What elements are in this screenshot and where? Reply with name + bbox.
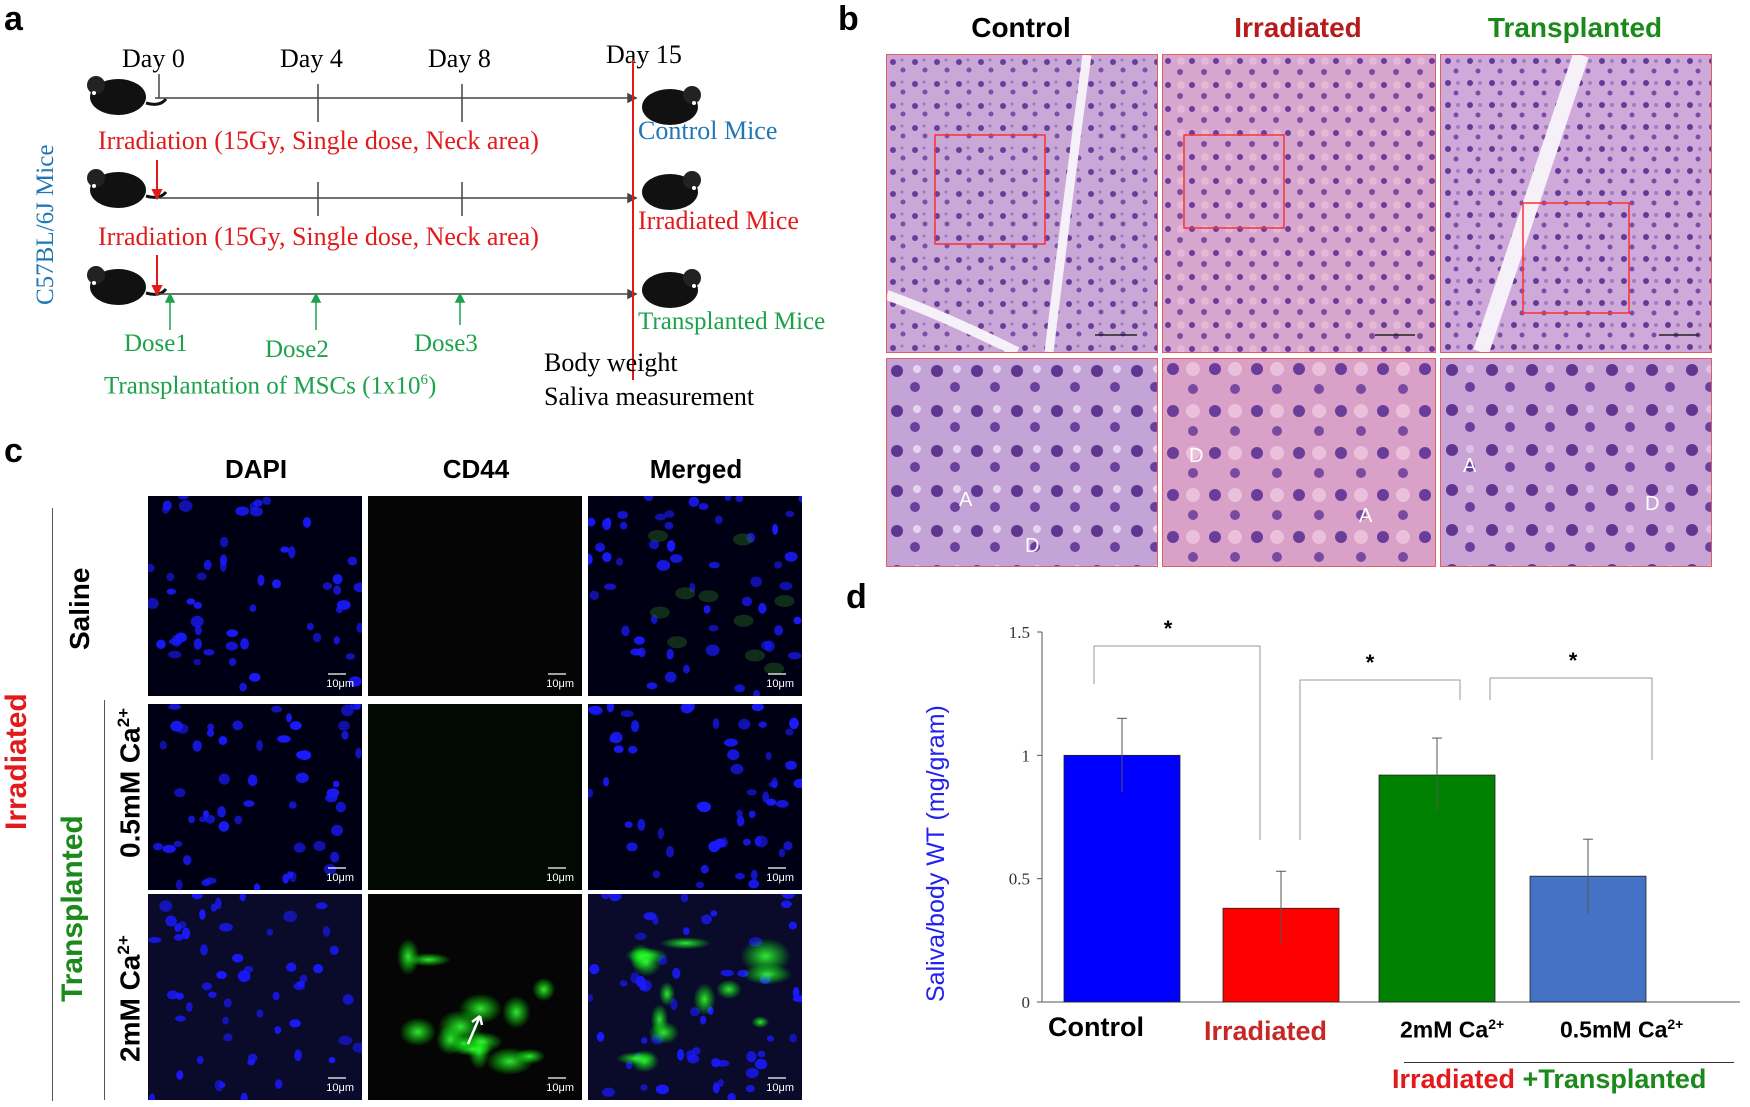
panel-label-c: c [4, 432, 23, 470]
significance-bracket [1489, 677, 1653, 760]
histology-title-transplanted: Transplanted [1487, 12, 1663, 43]
histology-image-transplanted [1440, 54, 1712, 353]
y-tick-label: 1.5 [1009, 623, 1030, 642]
mouse-icon [642, 269, 701, 308]
timeline-diagram [87, 60, 701, 380]
histology-title-control: Control [971, 12, 1071, 43]
arrow-icon [466, 1015, 484, 1045]
group-irradiated-mice: Irradiated Mice [638, 206, 799, 235]
y-tick-label: 1 [1022, 746, 1031, 765]
significance-star: * [1164, 616, 1173, 641]
micrograph-cd44-saline: 10μm [368, 496, 582, 696]
micrograph-cd44-2mm: 10μm [368, 894, 582, 1100]
scale-bar-label: 10μm [326, 1082, 354, 1094]
day-0-label: Day 0 [122, 44, 185, 73]
micrograph-dapi-2mm: 10μm [148, 894, 362, 1100]
acinar-label: A [1359, 505, 1373, 527]
micrograph-merged-2mm: 10μm [588, 894, 802, 1100]
x-tick-label: Irradiated [1204, 1016, 1328, 1046]
duct-label: D [1645, 493, 1660, 515]
bracket-line [52, 508, 53, 1101]
panel-label-a: a [4, 0, 23, 38]
bracket-line [104, 700, 105, 1100]
dose-1-label: Dose1 [124, 330, 188, 357]
day-4-label: Day 4 [280, 44, 343, 73]
scale-bar-label: 10μm [546, 678, 574, 690]
group-underline [1404, 1062, 1734, 1063]
significance-star: * [1569, 648, 1578, 673]
column-cd44: CD44 [442, 454, 510, 484]
column-dapi: DAPI [224, 454, 288, 484]
x-tick-label: Control [1048, 1012, 1144, 1042]
outcome-body-weight: Body weight [544, 348, 678, 377]
significance-star: * [1366, 650, 1375, 675]
x-tick-label: 2mM Ca2+ [1400, 1016, 1505, 1043]
histology-zoom-transplanted: A D [1440, 358, 1712, 567]
duct-label: D [1025, 535, 1040, 557]
saliva-bar-chart: 0 0.5 1 1.5 * * * [1009, 616, 1740, 1010]
column-merged: Merged [649, 454, 743, 484]
y-tick-label: 0 [1022, 993, 1031, 1010]
bar-2mm-ca [1378, 774, 1496, 1003]
panel-label-b: b [838, 0, 859, 38]
histology-zoom-control: A D [886, 358, 1158, 567]
scale-bar-label: 10μm [766, 1082, 794, 1094]
mouse-icon [87, 266, 168, 305]
histology-image-irradiated [1162, 54, 1436, 353]
x-tick-label: 0.5mM Ca2+ [1560, 1016, 1684, 1043]
panel-label-d: d [846, 578, 867, 616]
scale-bar-label: 10μm [546, 1082, 574, 1094]
histology-title-irradiated: Irradiated [1234, 12, 1362, 43]
mouse-icon [642, 171, 701, 210]
group-transplanted-mice: Transplanted Mice [638, 308, 826, 335]
outcome-saliva: Saliva measurement [544, 382, 755, 411]
micrograph-merged-0-5mm: 10μm [588, 704, 802, 890]
histology-image-control [886, 54, 1158, 353]
significance-bracket [1299, 679, 1461, 840]
significance-bracket [1093, 645, 1261, 840]
day-8-label: Day 8 [428, 44, 491, 73]
mouse-icon [87, 76, 168, 115]
micrograph-cd44-0-5mm: 10μm [368, 704, 582, 890]
day-15-label: Day 15 [606, 40, 682, 69]
scale-bar-label: 10μm [326, 678, 354, 690]
acinar-label: A [1463, 455, 1477, 477]
bar-control [1063, 754, 1181, 1003]
transplantation-label: Transplantation of MSCs (1x106) [104, 372, 437, 400]
mouse-icon [642, 86, 701, 125]
micrograph-dapi-saline: 10μm [148, 496, 362, 696]
irradiation-label-2: Irradiation (15Gy, Single dose, Neck are… [98, 222, 539, 251]
group-control-mice: Control Mice [638, 116, 778, 145]
acinar-label: A [959, 489, 973, 511]
scale-bar-label: 10μm [766, 872, 794, 884]
dose-3-label: Dose3 [414, 330, 478, 357]
histology-zoom-irradiated: D A [1162, 358, 1436, 567]
micrograph-merged-saline: 10μm [588, 496, 802, 696]
scale-bar-label: 10μm [326, 872, 354, 884]
group-label: Irradiated +Transplanted [1392, 1064, 1707, 1094]
duct-label: D [1189, 445, 1204, 467]
micrograph-dapi-0-5mm: 10μm [148, 704, 362, 890]
scale-bar-label: 10μm [546, 872, 574, 884]
mouse-icon [87, 169, 168, 208]
irradiation-label-1: Irradiation (15Gy, Single dose, Neck are… [98, 126, 539, 155]
dose-2-label: Dose2 [265, 336, 329, 363]
y-tick-label: 0.5 [1009, 870, 1030, 889]
scale-bar-label: 10μm [766, 678, 794, 690]
